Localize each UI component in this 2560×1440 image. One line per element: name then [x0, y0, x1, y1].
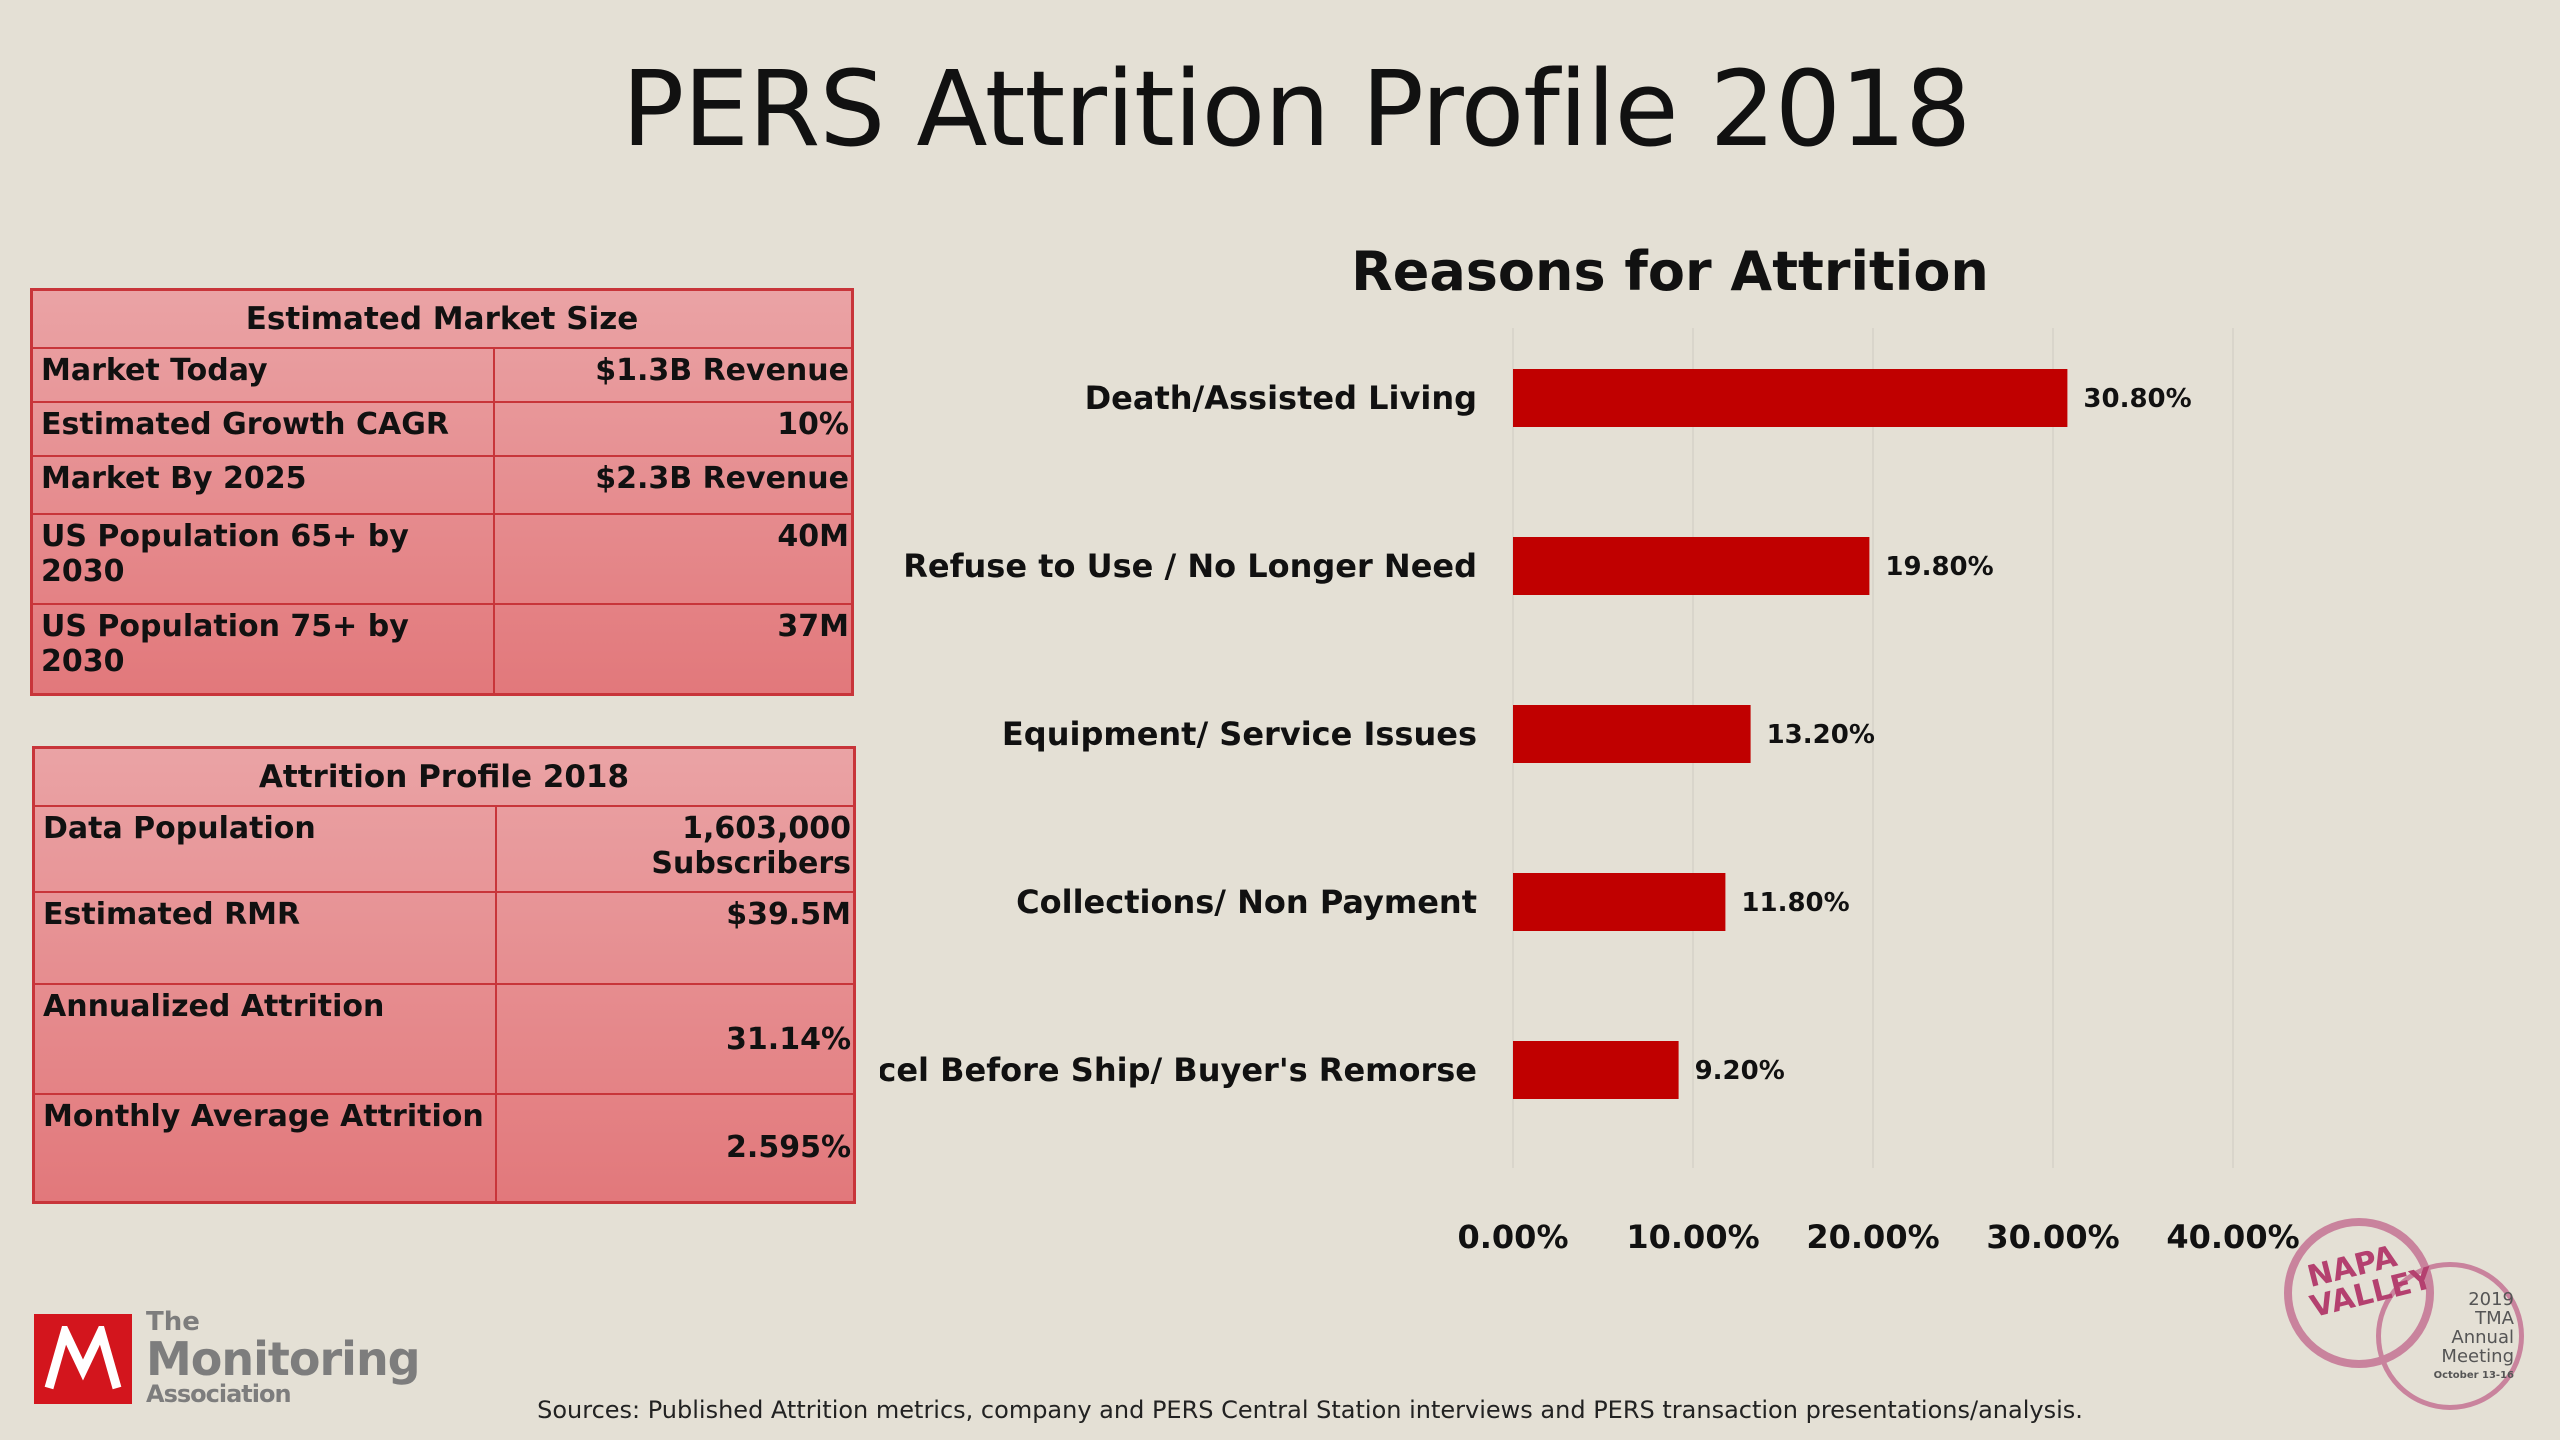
- row-value: $39.5M: [495, 891, 856, 985]
- row-value: 1,603,000 Subscribers: [495, 805, 856, 893]
- data-label: 13.20%: [1767, 720, 1875, 750]
- row-label: Market Today: [30, 347, 495, 403]
- market-size-table: Estimated Market Size Market Today $1.3B …: [30, 288, 854, 696]
- logo-the: The: [146, 1307, 200, 1337]
- row-value: 37M: [493, 603, 854, 695]
- sources-footnote: Sources: Published Attrition metrics, co…: [537, 1396, 2083, 1424]
- x-tick-label: 10.00%: [1626, 1218, 1759, 1250]
- badge-meeting-text: 2019 TMA Annual Meeting October 13-16: [2404, 1290, 2514, 1385]
- data-label: 11.80%: [1741, 888, 1849, 918]
- attrition-bar-chart: Death/Assisted Living 30.80% Refuse to Use…: [880, 328, 2300, 1250]
- logo-m-icon: [34, 1314, 132, 1404]
- napa-valley-meeting-badge: NAPA VALLEY 2019 TMA Annual Meeting Octo…: [2284, 1206, 2534, 1416]
- badge-ring-icon: [2376, 1262, 2524, 1410]
- logo-association: Association: [146, 1380, 292, 1408]
- row-label: US Population 75+ by 2030: [30, 603, 495, 695]
- bar: [1513, 369, 2068, 427]
- slide-title: PERS Attrition Profile 2018: [621, 48, 1972, 170]
- x-tick-label: 30.00%: [1986, 1218, 2119, 1250]
- row-value: $2.3B Revenue: [493, 455, 854, 515]
- bar: [1513, 1041, 1679, 1099]
- row-label: Monthly Average Attrition: [32, 1093, 497, 1203]
- badge-year: 2019: [2468, 1289, 2514, 1310]
- row-value: 2.595%: [495, 1093, 856, 1203]
- row-label: Market By 2025: [30, 455, 495, 515]
- row-label: Data Population: [32, 805, 497, 893]
- table-header: Attrition Profile 2018: [32, 746, 856, 807]
- row-value: 10%: [493, 401, 854, 457]
- row-label: Estimated Growth CAGR: [30, 401, 495, 457]
- category-label: Death/Assisted Living: [1085, 379, 1477, 417]
- row-label: Estimated RMR: [32, 891, 497, 985]
- data-label: 30.80%: [2083, 384, 2191, 414]
- row-label: US Population 65+ by 2030: [30, 513, 495, 605]
- data-label: 9.20%: [1695, 1056, 1785, 1086]
- category-label: Cancel Before Ship/ Buyer's Remorse: [880, 1051, 1477, 1089]
- bar: [1513, 705, 1751, 763]
- x-tick-label: 20.00%: [1806, 1218, 1939, 1250]
- badge-line2: Meeting: [2441, 1346, 2514, 1367]
- row-value: $1.3B Revenue: [493, 347, 854, 403]
- x-tick-label: 40.00%: [2166, 1218, 2299, 1250]
- data-label: 19.80%: [1885, 552, 1993, 582]
- category-label: Equipment/ Service Issues: [1002, 715, 1477, 753]
- table-header: Estimated Market Size: [30, 288, 854, 349]
- x-tick-label: 0.00%: [1457, 1218, 1568, 1250]
- row-label: Annualized Attrition: [32, 983, 497, 1095]
- badge-org: TMA: [2475, 1308, 2514, 1329]
- monitoring-association-logo: The Monitoring Association: [34, 1308, 421, 1410]
- logo-name: Monitoring: [146, 1332, 421, 1386]
- category-label: Refuse to Use / No Longer Need: [903, 547, 1477, 585]
- bar: [1513, 537, 1870, 595]
- attrition-profile-table: Attrition Profile 2018 Data Population 1,…: [32, 746, 856, 1204]
- bar: [1513, 873, 1726, 931]
- category-label: Collections/ Non Payment: [1016, 883, 1477, 921]
- badge-date: October 13-16: [2433, 1370, 2514, 1381]
- badge-line1: Annual: [2451, 1327, 2514, 1348]
- chart-title: Reasons for Attrition: [1351, 240, 1989, 303]
- row-value: 31.14%: [495, 983, 856, 1095]
- row-value: 40M: [493, 513, 854, 605]
